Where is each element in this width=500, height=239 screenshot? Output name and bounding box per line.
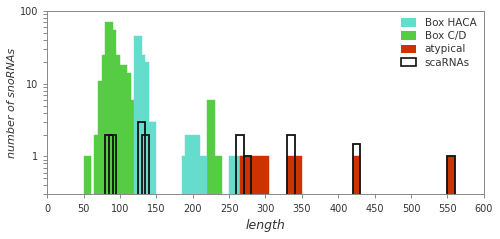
Bar — [120, 65, 127, 239]
Bar — [288, 157, 294, 239]
Legend: Box HACA, Box C/D, atypical, scaRNAs: Box HACA, Box C/D, atypical, scaRNAs — [396, 14, 480, 72]
Bar — [149, 122, 156, 239]
Y-axis label: number of snoRNAs: number of snoRNAs — [7, 48, 17, 158]
Bar — [106, 22, 112, 239]
X-axis label: length: length — [246, 219, 286, 232]
Bar — [200, 157, 207, 239]
Bar — [146, 122, 152, 239]
Bar — [262, 157, 269, 239]
Bar — [102, 55, 109, 239]
Bar — [142, 62, 149, 239]
Bar — [124, 73, 131, 239]
Bar — [131, 106, 138, 239]
Bar — [254, 157, 262, 239]
Bar — [288, 135, 294, 239]
Bar — [138, 122, 145, 239]
Bar — [448, 157, 455, 239]
Bar — [244, 157, 251, 239]
Bar — [186, 135, 192, 239]
Bar — [109, 30, 116, 239]
Bar — [142, 122, 149, 239]
Bar — [134, 36, 142, 239]
Bar — [214, 157, 222, 239]
Bar — [142, 135, 149, 239]
Bar — [116, 69, 123, 239]
Bar — [448, 157, 455, 239]
Bar — [248, 157, 254, 239]
Bar — [192, 135, 200, 239]
Bar — [84, 157, 91, 239]
Bar — [229, 157, 236, 239]
Bar — [112, 55, 120, 239]
Bar — [208, 100, 214, 239]
Bar — [106, 135, 112, 239]
Bar — [294, 157, 302, 239]
Bar — [98, 81, 106, 239]
Bar — [353, 157, 360, 239]
Bar — [134, 113, 142, 239]
Bar — [236, 135, 244, 239]
Bar — [109, 135, 116, 239]
Bar — [182, 157, 189, 239]
Bar — [138, 55, 145, 239]
Bar — [138, 122, 145, 239]
Bar — [353, 144, 360, 239]
Bar — [94, 135, 102, 239]
Bar — [240, 157, 248, 239]
Bar — [236, 157, 244, 239]
Bar — [146, 135, 152, 239]
Bar — [127, 100, 134, 239]
